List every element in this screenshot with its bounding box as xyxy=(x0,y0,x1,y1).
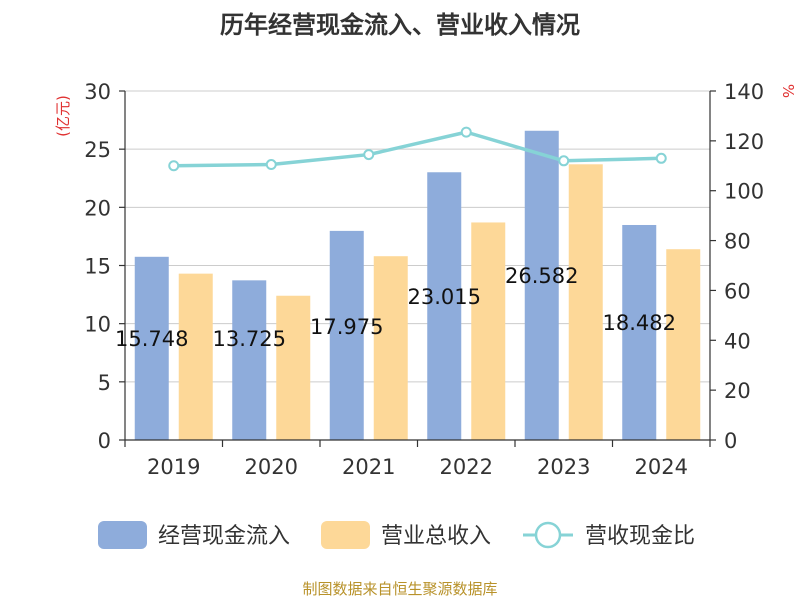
left-tick-label: 30 xyxy=(84,80,111,104)
left-tick-label: 15 xyxy=(84,255,111,279)
ratio-line xyxy=(168,126,667,172)
bar-revenue xyxy=(666,249,701,440)
x-tick-label: 2020 xyxy=(245,455,298,479)
right-tick-label: 120 xyxy=(724,130,764,154)
bar-cash-inflow xyxy=(134,256,169,440)
legend-label: 营收现金比 xyxy=(585,524,695,549)
legend-swatch-ratio-marker xyxy=(534,521,562,549)
ratio-point xyxy=(460,126,472,138)
x-tick-label: 2022 xyxy=(440,455,493,479)
x-tick-label: 2023 xyxy=(537,455,590,479)
x-tick-label: 2021 xyxy=(342,455,395,479)
right-tick-label: 0 xyxy=(724,429,737,453)
right-tick-label: 20 xyxy=(724,379,751,403)
bar-value-label: 23.015 xyxy=(408,285,481,309)
ratio-point xyxy=(655,152,667,164)
right-tick-label: 60 xyxy=(724,279,751,303)
x-tick-label: 2024 xyxy=(635,455,688,479)
ratio-point xyxy=(363,149,375,161)
bar-cash-inflow xyxy=(329,230,364,440)
bar-revenue xyxy=(178,273,213,440)
bar-cash-inflow xyxy=(622,224,657,440)
ratio-point xyxy=(168,160,180,172)
ratio-point xyxy=(558,155,570,167)
ratio-point xyxy=(265,159,277,171)
axes: 0 5 10 15 20 25 30 0 20 40 60 80 100 120 140 2019 2020 20… xyxy=(84,80,764,479)
right-tick-label: 140 xyxy=(724,80,764,104)
left-tick-label: 5 xyxy=(98,371,111,395)
bar-revenue xyxy=(276,295,311,440)
chart-title: 历年经营现金流入、营业收入情况 xyxy=(220,11,580,39)
grid-lines xyxy=(125,90,710,383)
left-tick-label: 10 xyxy=(84,313,111,337)
bars xyxy=(134,130,701,441)
right-tick-label: 100 xyxy=(724,180,764,204)
left-tick-label: 20 xyxy=(84,196,111,220)
bar-value-label: 17.975 xyxy=(310,315,383,339)
data-labels: 15.748 13.725 17.975 23.015 26.582 18.482 xyxy=(115,264,676,351)
source-note: 制图数据来自恒生聚源数据库 xyxy=(302,580,497,598)
bar-revenue xyxy=(373,256,408,440)
bar-revenue xyxy=(471,222,506,440)
left-axis-unit: (亿元) xyxy=(54,95,72,137)
bar-value-label: 15.748 xyxy=(115,327,188,351)
legend-label: 经营现金流入 xyxy=(158,524,290,549)
x-tick-label: 2019 xyxy=(147,455,200,479)
right-tick-label: 40 xyxy=(724,329,751,353)
legend: 经营现金流入 营业总收入 营收现金比 xyxy=(98,521,695,549)
bar-revenue xyxy=(568,164,603,441)
left-tick-label: 0 xyxy=(98,429,111,453)
bar-cash-inflow xyxy=(524,130,559,440)
bar-cash-inflow xyxy=(232,280,267,440)
right-tick-label: 80 xyxy=(724,230,751,254)
ratio-line-path xyxy=(173,130,662,168)
bar-value-label: 26.582 xyxy=(505,264,578,288)
legend-label: 营业总收入 xyxy=(381,524,491,549)
bar-cash-inflow xyxy=(427,172,462,440)
left-tick-label: 25 xyxy=(84,138,111,162)
legend-swatch-revenue xyxy=(321,521,370,549)
legend-swatch-cash-inflow xyxy=(98,521,147,549)
right-axis-unit: % xyxy=(779,84,797,98)
bar-value-label: 13.725 xyxy=(213,327,286,351)
bar-value-label: 18.482 xyxy=(603,311,676,335)
